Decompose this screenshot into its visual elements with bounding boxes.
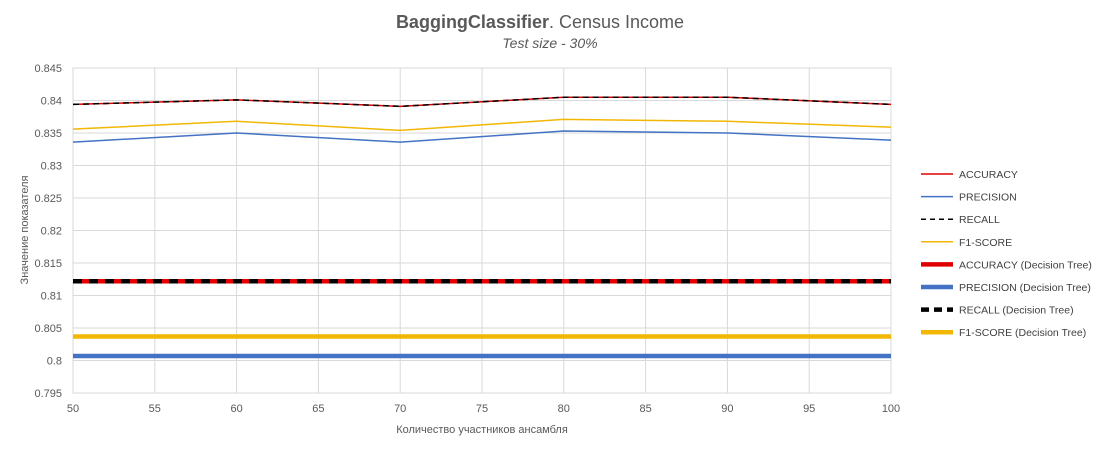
- legend-label: RECALL (Decision Tree): [959, 305, 1074, 317]
- legend-label: ACCURACY (Decision Tree): [959, 259, 1092, 271]
- series-line-precision: [72, 130, 892, 143]
- x-tick-label: 80: [558, 403, 570, 415]
- x-tick-label: 60: [230, 403, 242, 415]
- x-tick-label: 70: [394, 403, 406, 415]
- y-tick-label: 0.815: [34, 258, 62, 270]
- y-tick-label: 0.835: [34, 128, 62, 140]
- x-axis-title: Количество участников ансамбля: [396, 424, 568, 436]
- x-tick-label: 50: [67, 403, 79, 415]
- x-tick-label: 65: [312, 403, 324, 415]
- series-line-recall: [72, 96, 892, 108]
- legend-label: F1-SCORE (Decision Tree): [959, 327, 1086, 339]
- x-tick-label: 75: [476, 403, 488, 415]
- y-tick-label: 0.84: [41, 96, 62, 108]
- chart-title-rest: . Census Income: [549, 12, 684, 32]
- series-lines: [72, 96, 892, 359]
- legend: ACCURACY PRECISION RECALL F1-SCORE ACCURACY …: [921, 169, 1092, 339]
- y-tick-label: 0.805: [34, 323, 62, 335]
- grid-lines: [72, 67, 892, 394]
- chart-title: BaggingClassifier. Census Income: [396, 12, 684, 32]
- legend-label: F1-SCORE: [959, 237, 1012, 249]
- y-tick-label: 0.82: [41, 226, 62, 238]
- y-tick-label: 0.8: [47, 356, 62, 368]
- y-axis-title: Значение показателя: [19, 175, 31, 284]
- x-tick-label: 95: [803, 403, 815, 415]
- y-tick-label: 0.83: [41, 161, 62, 173]
- series-line-f1-score: [72, 118, 892, 132]
- chart-subtitle: Test size - 30%: [502, 35, 597, 51]
- legend-label: RECALL: [959, 214, 1000, 226]
- y-tick-labels: 0.795 0.8 0.805 0.81 0.815 0.82 0.825 0.83 0.835…: [34, 63, 62, 400]
- x-tick-label: 100: [882, 403, 900, 415]
- chart-title-bold: BaggingClassifier: [396, 12, 549, 32]
- y-tick-label: 0.845: [34, 63, 62, 75]
- y-tick-label: 0.825: [34, 193, 62, 205]
- plot-area-border: [72, 67, 892, 394]
- x-tick-label: 85: [639, 403, 651, 415]
- legend-label: PRECISION: [959, 192, 1017, 204]
- legend-label: PRECISION (Decision Tree): [959, 282, 1091, 294]
- x-tick-labels: 50 55 60 65 70 75 80 85 90 95 100: [67, 403, 900, 415]
- x-tick-label: 90: [721, 403, 733, 415]
- legend-label: ACCURACY: [959, 169, 1018, 181]
- x-tick-label: 55: [149, 403, 161, 415]
- y-tick-label: 0.81: [41, 291, 62, 303]
- y-tick-label: 0.795: [34, 388, 62, 400]
